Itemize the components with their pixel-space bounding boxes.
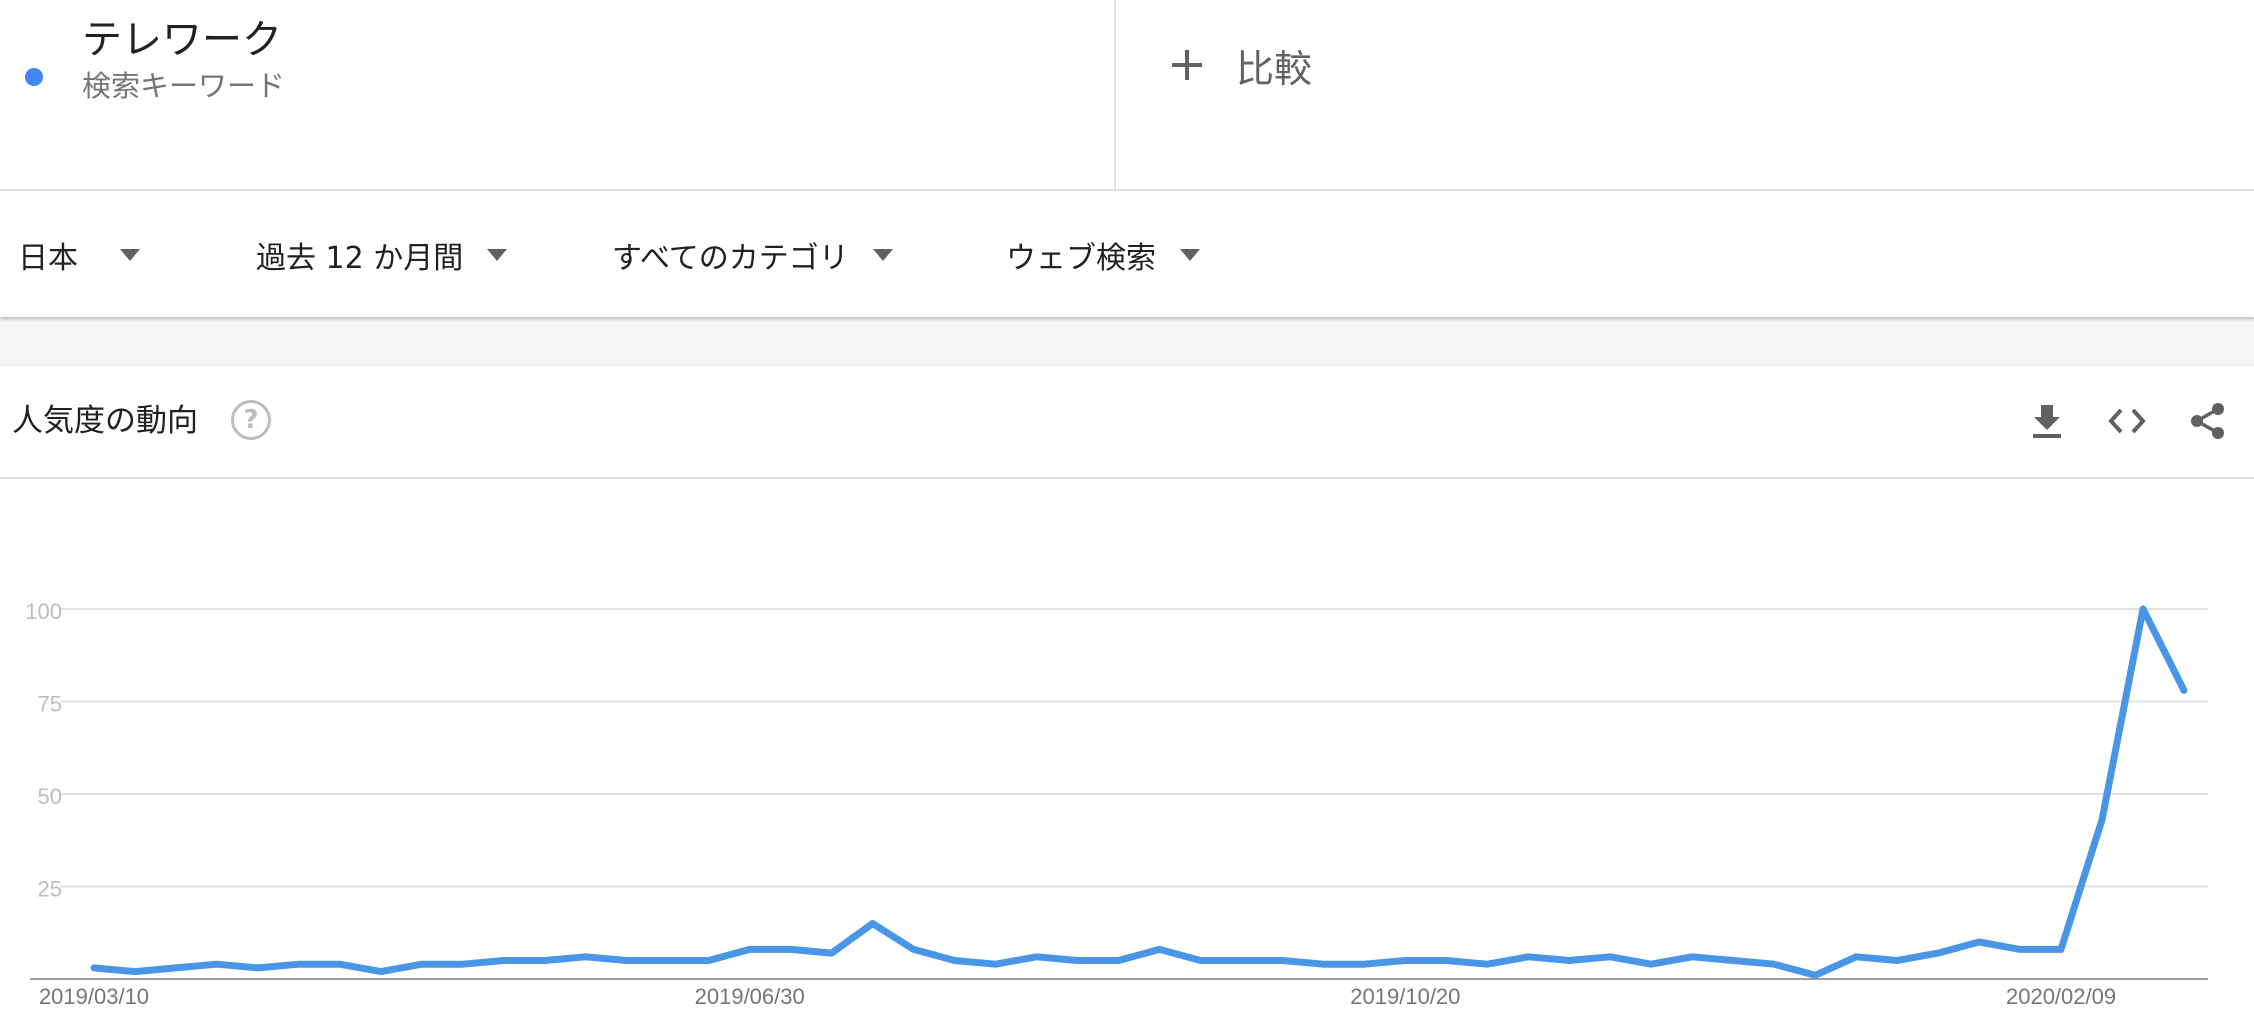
data-point[interactable] bbox=[1443, 958, 1449, 964]
caret-down-icon bbox=[120, 249, 140, 261]
share-icon[interactable] bbox=[2188, 401, 2228, 441]
data-point[interactable] bbox=[911, 946, 917, 952]
data-point[interactable] bbox=[1935, 950, 1941, 956]
caret-down-icon bbox=[872, 249, 893, 261]
data-point[interactable] bbox=[2181, 687, 2187, 693]
data-point[interactable] bbox=[1116, 958, 1122, 964]
data-point[interactable] bbox=[747, 946, 753, 952]
caret-down-icon bbox=[1180, 249, 1200, 261]
x-tick-label: 2019/10/20 bbox=[1350, 984, 1460, 1009]
data-point[interactable] bbox=[296, 961, 302, 967]
search-term-name[interactable]: テレワーク bbox=[82, 17, 282, 63]
data-point[interactable] bbox=[624, 958, 630, 964]
search-type-filter-dropdown[interactable]: ウェブ検索 bbox=[1006, 231, 1200, 279]
data-point[interactable] bbox=[1771, 961, 1777, 967]
data-point[interactable] bbox=[1730, 958, 1736, 964]
data-point[interactable] bbox=[2058, 946, 2064, 952]
data-point[interactable] bbox=[1689, 954, 1695, 960]
data-point[interactable] bbox=[460, 961, 466, 967]
x-tick-label: 2020/02/09 bbox=[2006, 984, 2116, 1009]
data-point[interactable] bbox=[378, 969, 384, 975]
compare-button[interactable]: 比較 bbox=[1170, 30, 1312, 100]
data-point[interactable] bbox=[1075, 958, 1081, 964]
data-point[interactable] bbox=[214, 961, 220, 967]
data-point[interactable] bbox=[501, 958, 507, 964]
data-point[interactable] bbox=[1566, 958, 1572, 964]
y-tick-label: 75 bbox=[38, 692, 62, 717]
time-range-filter-dropdown[interactable]: 過去 12 か月間 bbox=[256, 231, 508, 279]
plus-icon bbox=[1170, 48, 1204, 82]
data-point[interactable] bbox=[1320, 961, 1326, 967]
data-point[interactable] bbox=[1238, 958, 1244, 964]
data-point[interactable] bbox=[1361, 961, 1367, 967]
data-point[interactable] bbox=[1812, 972, 1818, 978]
x-tick-label: 2019/03/10 bbox=[39, 984, 149, 1009]
data-point[interactable] bbox=[1853, 954, 1859, 960]
interest-over-time-header: 人気度の動向 ? bbox=[0, 367, 2254, 479]
data-point[interactable] bbox=[870, 921, 876, 927]
data-point[interactable] bbox=[2017, 946, 2023, 952]
data-point[interactable] bbox=[1484, 961, 1490, 967]
interest-over-time-chart: 25 50 75 100 2019/03/10 2019/06/30 2019/10/20… bbox=[25, 599, 2208, 1009]
caret-down-icon bbox=[487, 249, 508, 261]
download-icon[interactable] bbox=[2027, 401, 2067, 441]
help-circle-icon[interactable]: ? bbox=[231, 400, 271, 440]
embed-code-icon[interactable] bbox=[2107, 401, 2147, 441]
data-point[interactable] bbox=[1157, 946, 1163, 952]
category-filter-dropdown[interactable]: すべてのカテゴリ bbox=[612, 231, 893, 279]
data-point[interactable] bbox=[337, 961, 343, 967]
time-range-filter-label: 過去 12 か月間 bbox=[256, 241, 464, 276]
data-point[interactable] bbox=[1034, 954, 1040, 960]
data-point[interactable] bbox=[1648, 961, 1654, 967]
compare-label: 比較 bbox=[1236, 46, 1313, 91]
y-tick-label: 50 bbox=[38, 784, 62, 809]
data-point[interactable] bbox=[1894, 958, 1900, 964]
category-filter-label: すべてのカテゴリ bbox=[612, 241, 849, 276]
filter-bar: 日本 過去 12 か月間 すべてのカテゴリ ウェブ検索 bbox=[0, 191, 2254, 317]
data-point[interactable] bbox=[993, 961, 999, 967]
data-point[interactable] bbox=[583, 954, 589, 960]
data-point[interactable] bbox=[665, 958, 671, 964]
y-tick-label: 25 bbox=[38, 877, 62, 902]
data-point[interactable] bbox=[255, 965, 261, 971]
data-point[interactable] bbox=[1525, 954, 1531, 960]
search-type-filter-label: ウェブ検索 bbox=[1006, 241, 1156, 276]
data-point[interactable] bbox=[173, 965, 179, 971]
data-point[interactable] bbox=[829, 950, 835, 956]
y-tick-label: 100 bbox=[25, 599, 62, 624]
region-filter-dropdown[interactable]: 日本 bbox=[18, 231, 140, 279]
data-point[interactable] bbox=[542, 958, 548, 964]
region-filter-label: 日本 bbox=[18, 241, 78, 276]
data-point[interactable] bbox=[1198, 958, 1204, 964]
data-point[interactable] bbox=[706, 958, 712, 964]
term-bar: テレワーク 検索キーワード 比較 bbox=[0, 0, 2254, 191]
data-point[interactable] bbox=[1976, 939, 1982, 945]
search-term-card[interactable]: テレワーク 検索キーワード bbox=[0, 0, 1116, 189]
search-term-type: 検索キーワード bbox=[82, 69, 286, 103]
section-gap bbox=[0, 317, 2254, 367]
data-point[interactable] bbox=[952, 958, 958, 964]
data-point[interactable] bbox=[419, 961, 425, 967]
data-point[interactable] bbox=[2140, 606, 2146, 612]
data-point[interactable] bbox=[91, 965, 97, 971]
data-point[interactable] bbox=[788, 946, 794, 952]
series-line[interactable] bbox=[90, 605, 2188, 979]
data-point[interactable] bbox=[1402, 958, 1408, 964]
term-color-dot bbox=[25, 68, 43, 86]
data-point[interactable] bbox=[1279, 958, 1285, 964]
data-point[interactable] bbox=[132, 969, 138, 975]
widget-title: 人気度の動向 bbox=[12, 403, 198, 439]
x-tick-label: 2019/06/30 bbox=[695, 984, 805, 1009]
data-point[interactable] bbox=[1607, 954, 1613, 960]
data-point[interactable] bbox=[2099, 817, 2105, 823]
